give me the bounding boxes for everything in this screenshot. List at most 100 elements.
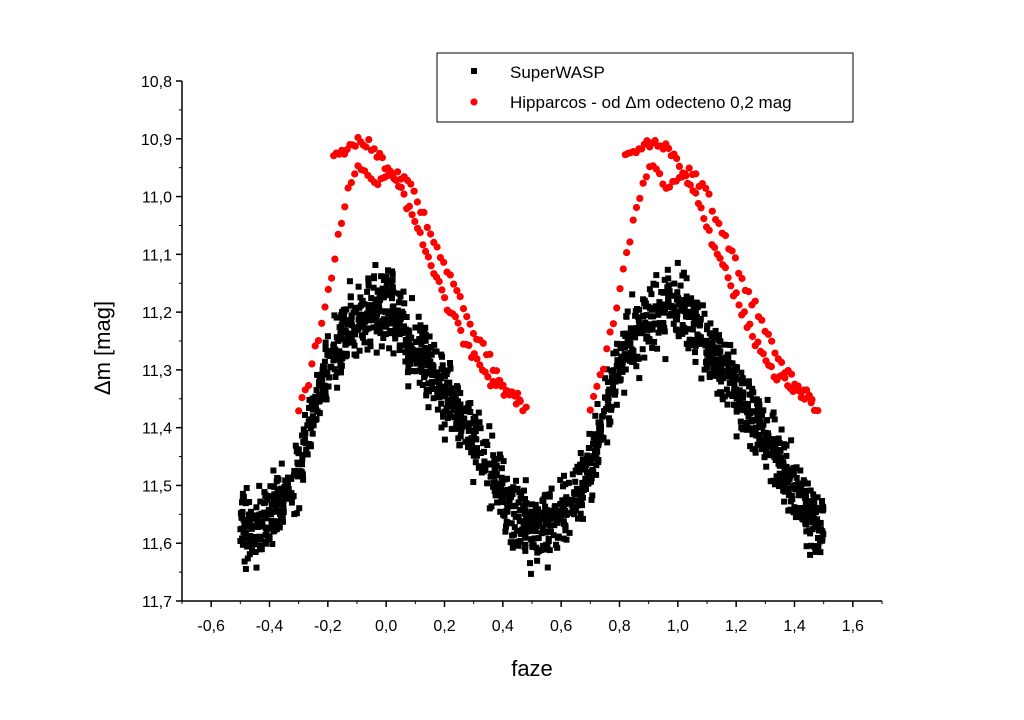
superwasp-point xyxy=(671,280,678,287)
superwasp-point xyxy=(816,527,822,534)
superwasp-point xyxy=(660,309,667,316)
superwasp-point xyxy=(416,336,423,342)
superwasp-point xyxy=(257,542,264,549)
superwasp-point xyxy=(777,447,784,454)
superwasp-point xyxy=(522,507,529,514)
superwasp-point xyxy=(446,379,453,386)
superwasp-point xyxy=(605,401,612,408)
superwasp-point xyxy=(241,558,248,565)
hipparcos-point xyxy=(405,202,413,210)
superwasp-point xyxy=(368,295,375,302)
superwasp-point xyxy=(528,536,535,543)
superwasp-point xyxy=(771,453,778,460)
superwasp-point xyxy=(815,535,821,541)
superwasp-point xyxy=(795,505,802,512)
superwasp-point xyxy=(683,275,690,282)
hipparcos-point xyxy=(732,289,740,297)
superwasp-point xyxy=(242,566,249,572)
hipparcos-point xyxy=(450,280,458,288)
superwasp-point xyxy=(243,533,250,540)
superwasp-point xyxy=(416,379,423,386)
superwasp-point xyxy=(302,412,308,418)
superwasp-point xyxy=(752,449,759,456)
superwasp-point xyxy=(337,363,344,370)
superwasp-point xyxy=(493,491,500,497)
superwasp-point xyxy=(455,435,462,442)
superwasp-point xyxy=(655,311,662,318)
superwasp-point xyxy=(771,481,778,488)
superwasp-point xyxy=(355,283,362,290)
superwasp-point xyxy=(332,352,339,358)
superwasp-point xyxy=(749,431,756,438)
superwasp-point xyxy=(703,337,710,344)
superwasp-point xyxy=(763,430,769,436)
superwasp-point xyxy=(820,531,827,538)
superwasp-point xyxy=(333,369,340,376)
superwasp-point xyxy=(790,509,797,516)
superwasp-point xyxy=(584,469,590,475)
superwasp-point xyxy=(407,360,414,367)
superwasp-point xyxy=(590,441,596,447)
hipparcos-point xyxy=(590,392,598,401)
superwasp-point xyxy=(284,481,291,488)
superwasp-point xyxy=(706,353,713,360)
superwasp-point xyxy=(683,293,690,300)
superwasp-point xyxy=(528,501,535,508)
superwasp-point xyxy=(374,321,381,328)
superwasp-point xyxy=(551,504,558,511)
hipparcos-point xyxy=(651,137,659,145)
superwasp-point xyxy=(517,530,524,536)
superwasp-point xyxy=(333,334,340,341)
superwasp-point xyxy=(438,351,445,358)
superwasp-point xyxy=(754,400,761,407)
hipparcos-point xyxy=(486,350,494,358)
superwasp-point xyxy=(698,375,705,382)
superwasp-point xyxy=(396,299,403,306)
superwasp-point xyxy=(593,451,600,457)
superwasp-point xyxy=(470,479,477,485)
superwasp-point xyxy=(365,275,372,282)
superwasp-point xyxy=(548,485,555,492)
superwasp-point xyxy=(424,345,431,352)
superwasp-point xyxy=(608,406,615,413)
hipparcos-point xyxy=(378,154,386,162)
superwasp-point xyxy=(472,459,479,466)
superwasp-point xyxy=(397,324,404,330)
superwasp-point xyxy=(647,305,654,312)
hipparcos-point xyxy=(457,326,465,334)
legend-marker-superwasp xyxy=(471,68,477,74)
hipparcos-point xyxy=(616,285,624,293)
superwasp-point xyxy=(397,293,404,300)
superwasp-point xyxy=(402,349,409,356)
hipparcos-point xyxy=(702,184,710,192)
superwasp-point xyxy=(378,308,385,315)
superwasp-point xyxy=(266,535,273,542)
superwasp-point xyxy=(326,374,333,381)
y-tick-label: 11,7 xyxy=(142,594,172,611)
superwasp-point xyxy=(348,316,355,323)
superwasp-point xyxy=(572,467,579,474)
superwasp-point xyxy=(247,518,254,525)
superwasp-point xyxy=(743,421,750,428)
superwasp-point xyxy=(270,528,277,535)
superwasp-point xyxy=(271,483,278,490)
hipparcos-point xyxy=(411,217,419,226)
superwasp-point xyxy=(484,480,491,487)
superwasp-point xyxy=(343,340,350,347)
superwasp-point xyxy=(439,362,446,369)
superwasp-point xyxy=(815,505,822,512)
superwasp-point xyxy=(367,343,374,350)
superwasp-point xyxy=(327,363,334,370)
superwasp-point xyxy=(306,396,313,403)
superwasp-point xyxy=(733,433,740,440)
superwasp-point xyxy=(316,391,323,398)
superwasp-point xyxy=(447,360,453,366)
superwasp-point xyxy=(514,485,521,492)
hipparcos-point xyxy=(781,374,789,382)
superwasp-point xyxy=(709,340,716,346)
superwasp-point xyxy=(706,374,713,380)
superwasp-point xyxy=(797,467,804,474)
superwasp-point xyxy=(434,406,441,413)
superwasp-point xyxy=(636,322,643,329)
superwasp-point xyxy=(700,337,707,344)
